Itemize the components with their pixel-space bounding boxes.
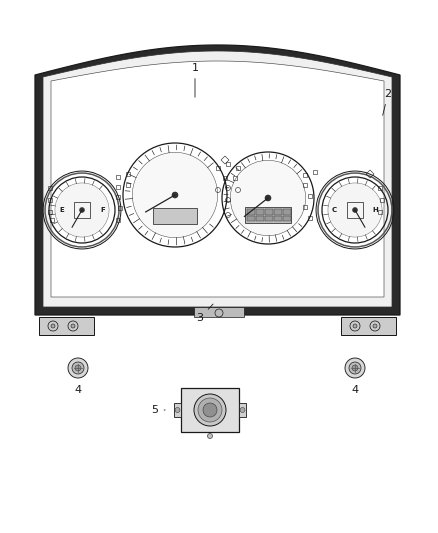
- Bar: [216, 166, 220, 170]
- Bar: [39, 317, 94, 335]
- Circle shape: [345, 358, 365, 378]
- Bar: [303, 183, 307, 187]
- Circle shape: [68, 358, 88, 378]
- Bar: [308, 194, 312, 198]
- Bar: [116, 195, 120, 199]
- Bar: [256, 216, 264, 221]
- Bar: [226, 162, 230, 166]
- Bar: [48, 186, 52, 190]
- Bar: [247, 216, 254, 221]
- Bar: [256, 209, 264, 215]
- Circle shape: [175, 408, 180, 413]
- Circle shape: [51, 324, 55, 328]
- Bar: [313, 170, 317, 174]
- Bar: [48, 210, 52, 214]
- Bar: [265, 209, 272, 215]
- Text: F: F: [100, 207, 105, 213]
- Bar: [153, 208, 197, 224]
- Circle shape: [80, 207, 85, 213]
- Bar: [116, 218, 120, 222]
- Bar: [308, 216, 312, 220]
- Bar: [303, 205, 307, 209]
- Text: H: H: [373, 207, 378, 213]
- Bar: [126, 172, 130, 176]
- Bar: [194, 307, 244, 317]
- Bar: [274, 216, 282, 221]
- Polygon shape: [35, 45, 400, 315]
- Text: 1: 1: [191, 63, 198, 97]
- Text: 4: 4: [74, 385, 81, 395]
- Circle shape: [71, 324, 75, 328]
- Bar: [181, 388, 239, 432]
- Text: C: C: [332, 207, 337, 213]
- Bar: [126, 183, 130, 187]
- Circle shape: [230, 160, 306, 236]
- Text: 3: 3: [197, 304, 213, 323]
- Circle shape: [373, 324, 377, 328]
- Bar: [239, 403, 246, 417]
- Bar: [223, 176, 227, 180]
- Circle shape: [132, 152, 218, 238]
- Text: E: E: [59, 207, 64, 213]
- Circle shape: [198, 398, 222, 422]
- Circle shape: [353, 324, 357, 328]
- Bar: [50, 218, 54, 222]
- Bar: [174, 403, 181, 417]
- Bar: [116, 175, 120, 179]
- Circle shape: [208, 433, 212, 439]
- Bar: [48, 198, 52, 202]
- Bar: [303, 173, 307, 177]
- Circle shape: [349, 362, 361, 374]
- Circle shape: [172, 192, 178, 198]
- Bar: [74, 202, 90, 218]
- Bar: [265, 216, 272, 221]
- Bar: [118, 206, 122, 210]
- Bar: [116, 185, 120, 189]
- Bar: [341, 317, 396, 335]
- Circle shape: [240, 408, 245, 413]
- Bar: [378, 210, 382, 214]
- Polygon shape: [43, 51, 392, 307]
- Bar: [274, 209, 282, 215]
- Bar: [236, 166, 240, 170]
- Bar: [247, 209, 254, 215]
- Text: 2: 2: [383, 89, 392, 115]
- Bar: [378, 186, 382, 190]
- Bar: [233, 176, 237, 180]
- Bar: [380, 198, 384, 202]
- Circle shape: [352, 365, 358, 371]
- Circle shape: [353, 207, 357, 213]
- Text: 4: 4: [351, 385, 359, 395]
- Circle shape: [194, 394, 226, 426]
- Bar: [283, 216, 290, 221]
- Bar: [245, 207, 291, 223]
- Circle shape: [72, 362, 84, 374]
- Circle shape: [203, 403, 217, 417]
- Circle shape: [265, 195, 271, 201]
- Bar: [347, 202, 363, 218]
- Bar: [283, 209, 290, 215]
- Circle shape: [328, 183, 382, 237]
- Circle shape: [75, 365, 81, 371]
- Text: 5: 5: [152, 405, 165, 415]
- Circle shape: [55, 183, 109, 237]
- Polygon shape: [51, 61, 384, 297]
